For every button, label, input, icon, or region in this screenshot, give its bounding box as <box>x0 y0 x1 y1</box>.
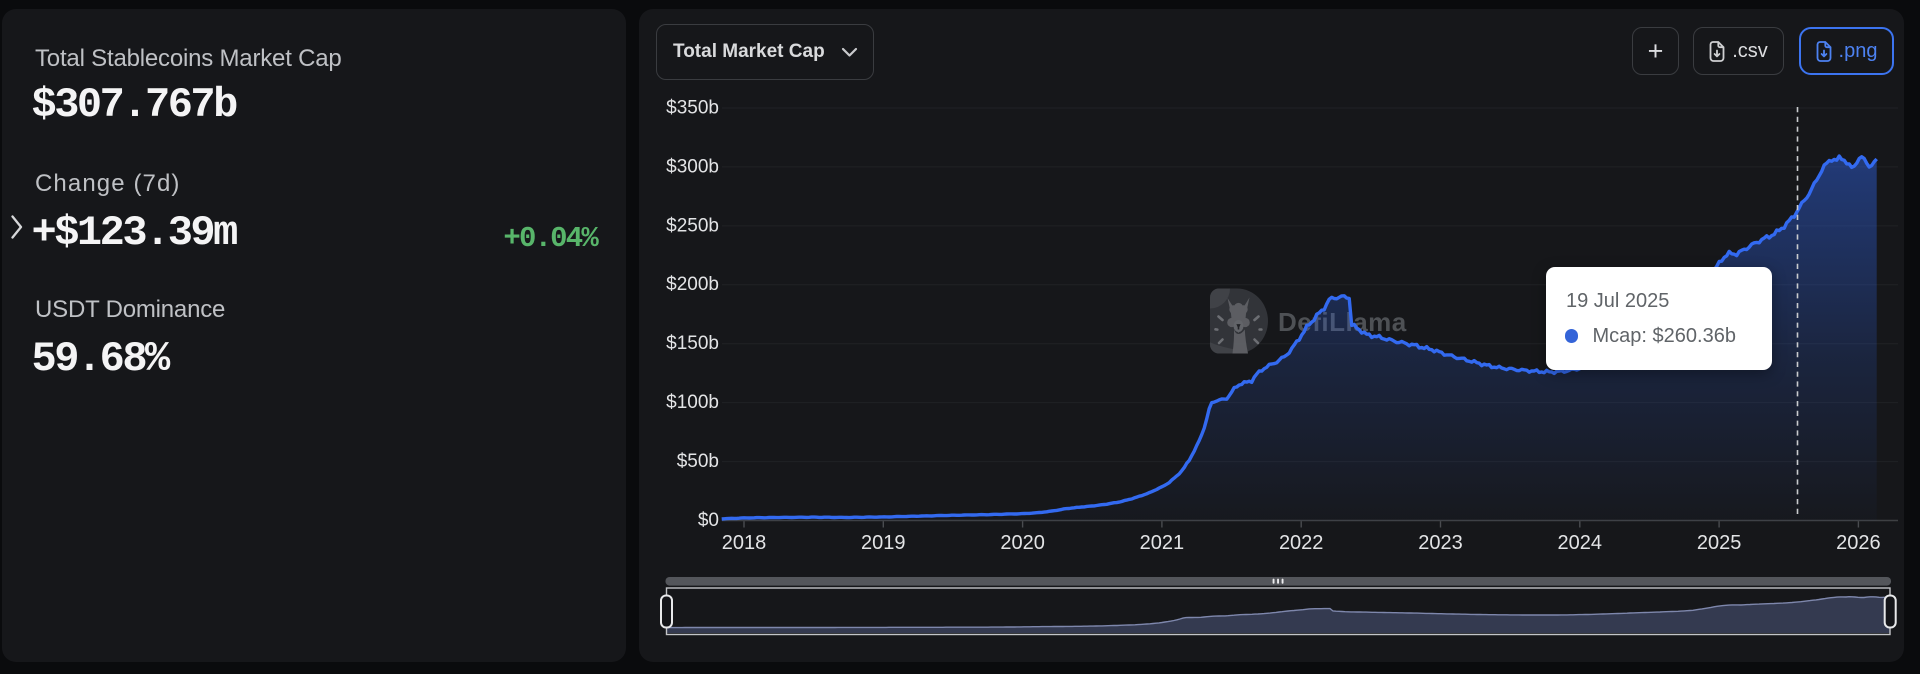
svg-text:2022: 2022 <box>1279 532 1324 554</box>
svg-text:$150b: $150b <box>666 333 719 354</box>
svg-text:2024: 2024 <box>1558 532 1603 554</box>
svg-text:$350b: $350b <box>666 97 719 118</box>
svg-text:$100b: $100b <box>666 392 719 413</box>
svg-text:$300b: $300b <box>666 156 719 177</box>
svg-text:$250b: $250b <box>666 215 719 236</box>
svg-text:2020: 2020 <box>1000 532 1045 554</box>
svg-text:$50b: $50b <box>677 451 719 472</box>
svg-text:$0: $0 <box>698 510 719 531</box>
svg-text:2023: 2023 <box>1418 532 1463 554</box>
svg-text:2019: 2019 <box>861 532 906 554</box>
svg-text:2018: 2018 <box>722 532 767 554</box>
svg-text:$200b: $200b <box>666 274 719 295</box>
svg-text:2026: 2026 <box>1836 532 1881 554</box>
svg-text:2025: 2025 <box>1697 532 1742 554</box>
svg-text:2021: 2021 <box>1140 532 1185 554</box>
